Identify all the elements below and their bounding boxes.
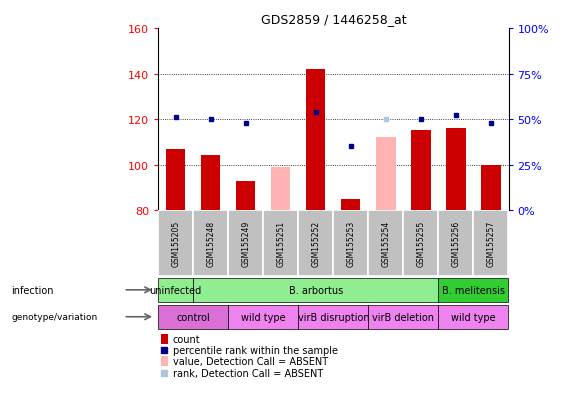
- Bar: [158, 305, 228, 329]
- Text: value, Detection Call = ABSENT: value, Detection Call = ABSENT: [173, 356, 328, 366]
- Bar: [341, 199, 360, 211]
- Bar: [411, 131, 431, 211]
- Text: virB deletion: virB deletion: [372, 312, 434, 322]
- Text: GSM155252: GSM155252: [311, 221, 320, 267]
- Bar: [298, 305, 368, 329]
- Text: count: count: [173, 335, 201, 344]
- Bar: [481, 165, 501, 211]
- Bar: [160, 335, 167, 344]
- Text: B. melitensis: B. melitensis: [442, 285, 505, 295]
- Text: GSM155257: GSM155257: [486, 221, 496, 267]
- Bar: [438, 278, 508, 302]
- Text: GSM155205: GSM155205: [171, 221, 180, 267]
- Bar: [263, 211, 298, 277]
- Bar: [438, 211, 473, 277]
- Text: control: control: [176, 312, 210, 322]
- Text: virB disruption: virB disruption: [298, 312, 369, 322]
- Bar: [298, 211, 333, 277]
- Text: GSM155248: GSM155248: [206, 221, 215, 267]
- Text: GSM155253: GSM155253: [346, 221, 355, 267]
- Text: infection: infection: [11, 285, 54, 295]
- Text: wild type: wild type: [241, 312, 285, 322]
- Text: rank, Detection Call = ABSENT: rank, Detection Call = ABSENT: [173, 368, 323, 378]
- Bar: [228, 305, 298, 329]
- Bar: [271, 168, 290, 211]
- Bar: [333, 211, 368, 277]
- Bar: [438, 305, 508, 329]
- Text: wild type: wild type: [451, 312, 496, 322]
- Bar: [158, 278, 193, 302]
- Bar: [193, 278, 438, 302]
- Bar: [368, 211, 403, 277]
- Bar: [306, 70, 325, 211]
- Text: GSM155254: GSM155254: [381, 221, 390, 267]
- Bar: [403, 211, 438, 277]
- Bar: [158, 211, 193, 277]
- Bar: [193, 211, 228, 277]
- Bar: [376, 138, 396, 211]
- Text: B. arbortus: B. arbortus: [289, 285, 343, 295]
- Bar: [166, 150, 185, 211]
- Text: genotype/variation: genotype/variation: [11, 313, 98, 321]
- Bar: [228, 211, 263, 277]
- Title: GDS2859 / 1446258_at: GDS2859 / 1446258_at: [260, 13, 406, 26]
- Text: GSM155255: GSM155255: [416, 221, 425, 267]
- Bar: [236, 181, 255, 211]
- Text: uninfected: uninfected: [150, 285, 202, 295]
- Bar: [160, 356, 167, 366]
- Text: GSM155256: GSM155256: [451, 221, 460, 267]
- Bar: [473, 211, 508, 277]
- Bar: [201, 156, 220, 211]
- Text: GSM155251: GSM155251: [276, 221, 285, 267]
- Text: percentile rank within the sample: percentile rank within the sample: [173, 345, 338, 355]
- Bar: [446, 129, 466, 211]
- Text: GSM155249: GSM155249: [241, 221, 250, 267]
- Bar: [368, 305, 438, 329]
